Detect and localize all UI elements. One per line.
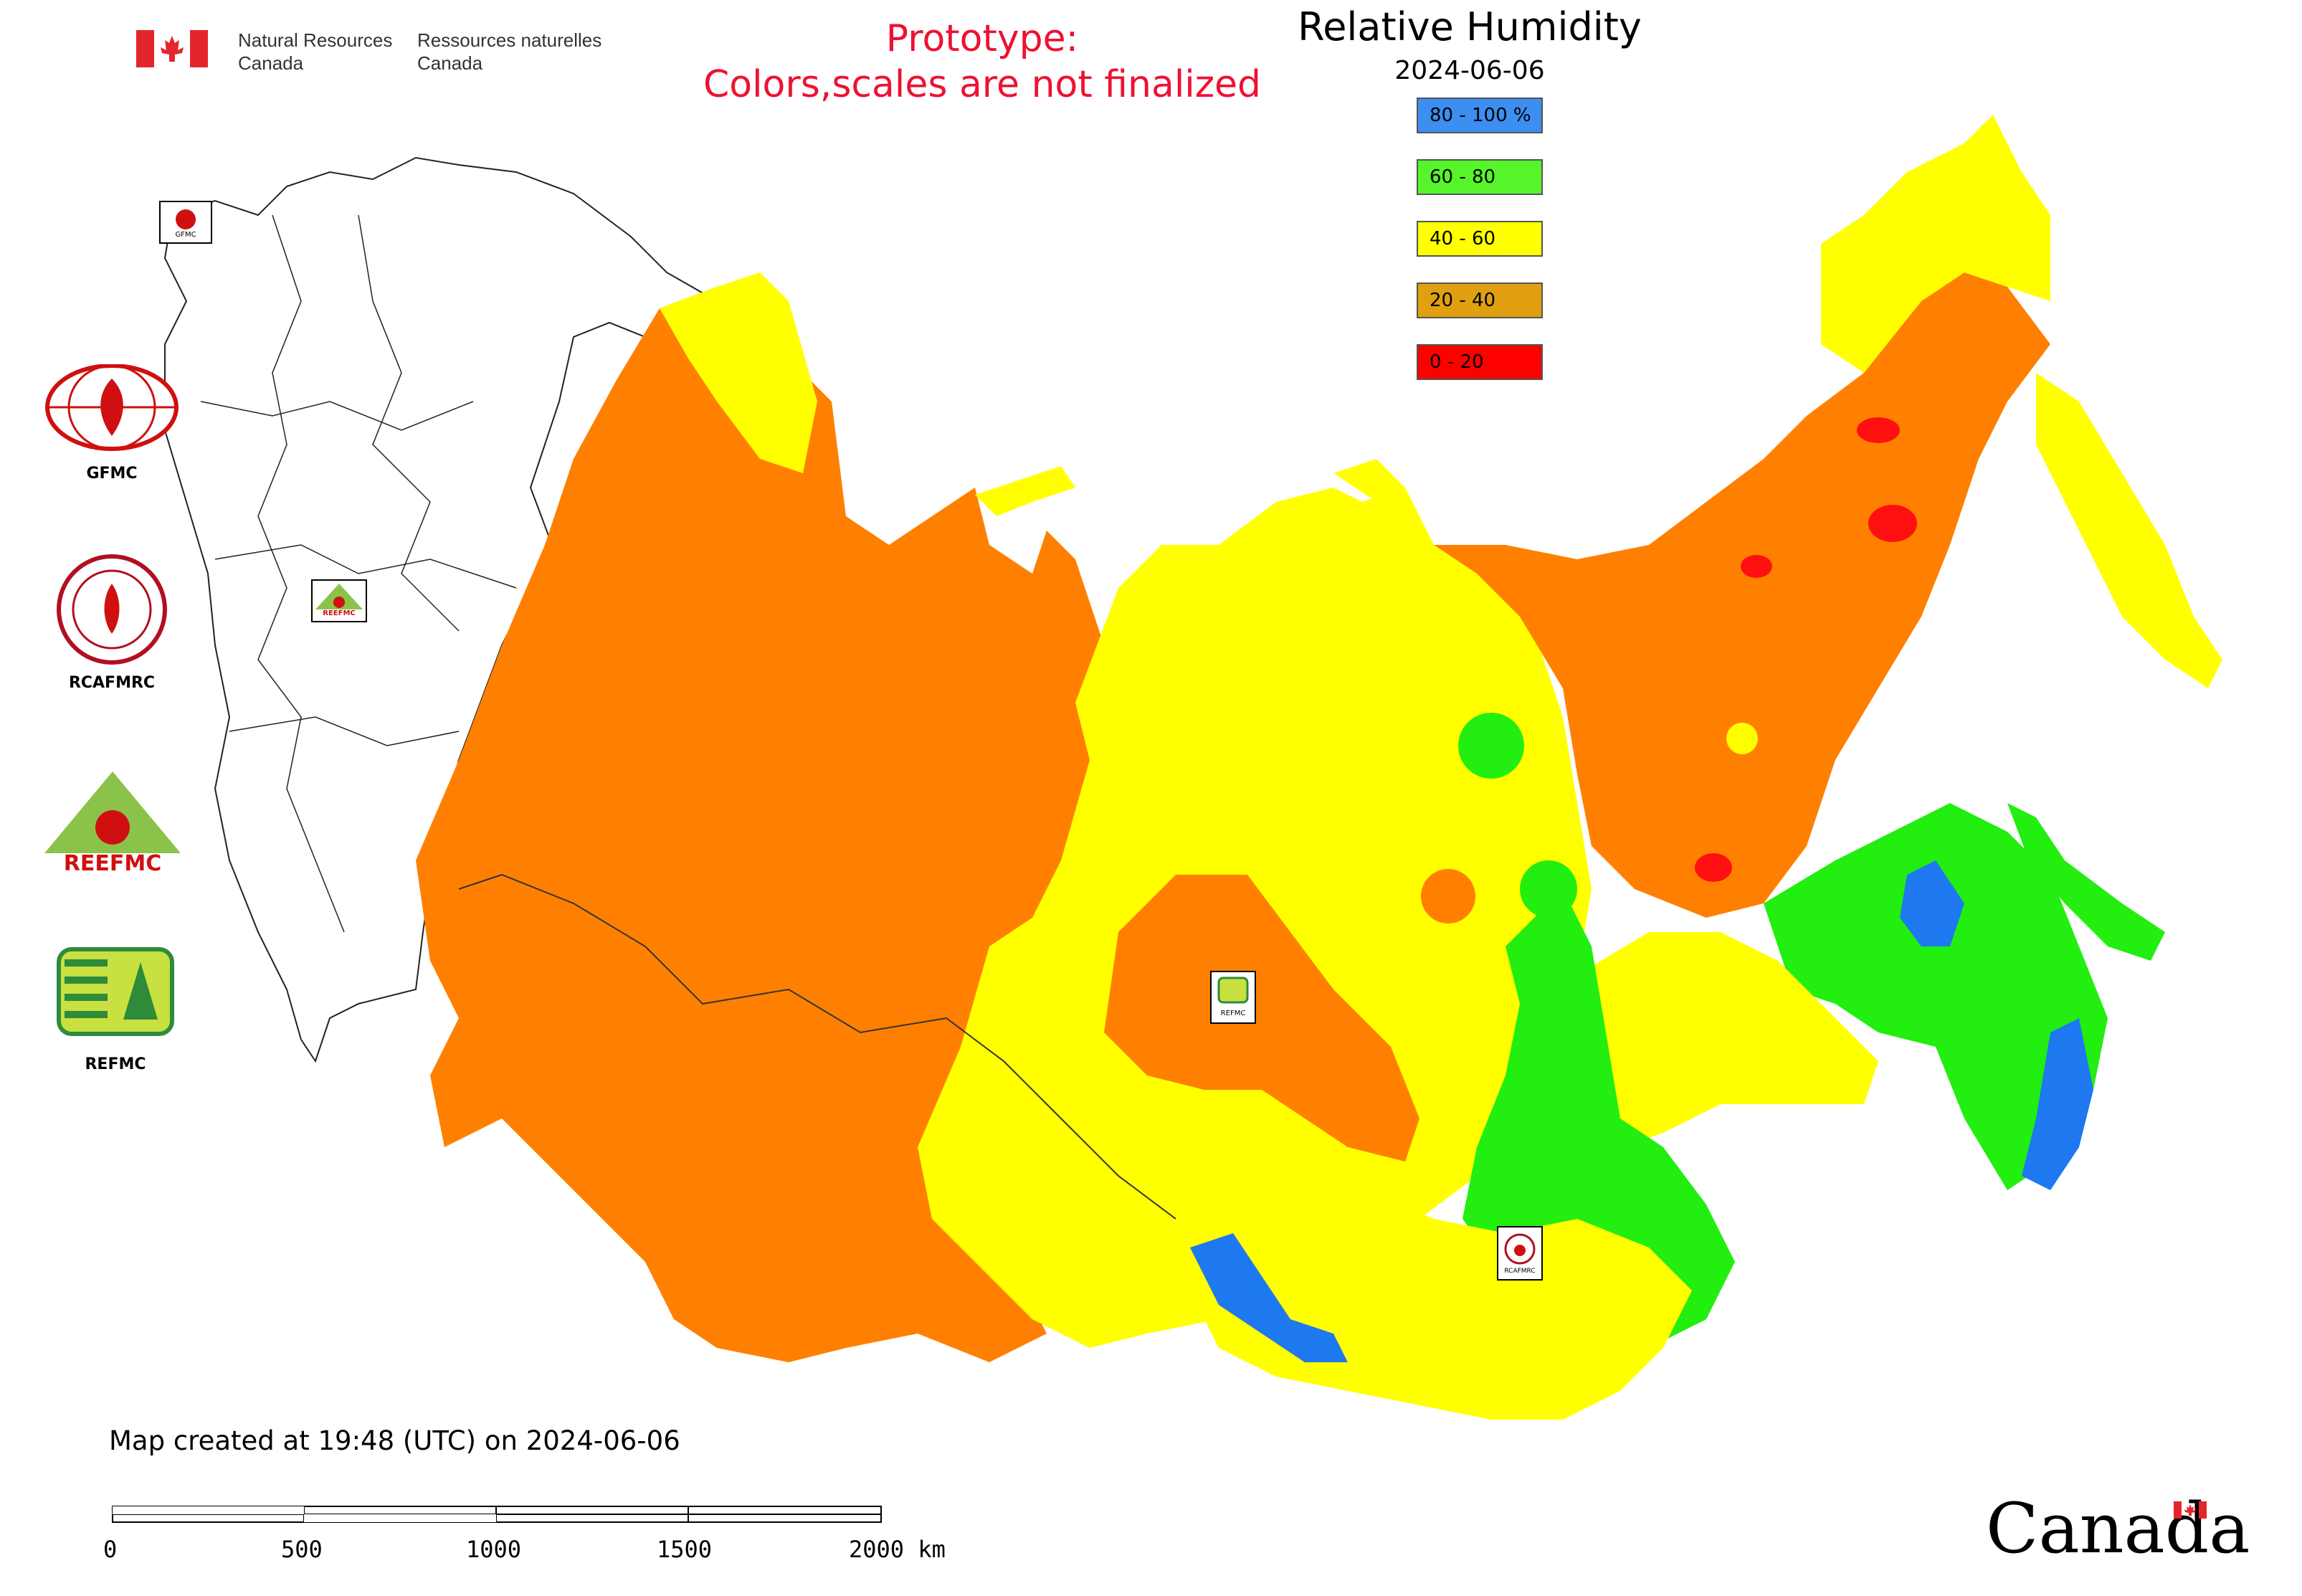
logo-reefmc: REEFMC <box>37 767 188 878</box>
region-blue-fareast <box>2022 1018 2093 1190</box>
canada-wordmark-text: Canada <box>1986 1488 2250 1569</box>
legend-item-40-60: 40 - 60 <box>1417 221 1543 257</box>
marker-reefmc: REEFMC <box>311 579 367 622</box>
reefmc-emblem-icon: REEFMC <box>44 771 181 876</box>
gfmc-emblem-icon <box>45 364 179 451</box>
canada-wordmark: Canada <box>1986 1488 2250 1569</box>
island-yellow-2 <box>1333 459 1405 502</box>
legend-item-80-100: 80 - 100 % <box>1417 98 1543 133</box>
prototype-line1: Prototype: <box>885 17 1079 60</box>
marker-rcafmrc: RCAFMRC <box>1497 1226 1543 1281</box>
prototype-line2: Colors,scales are not finalized <box>703 63 1262 106</box>
region-green-southeast <box>1764 803 2108 1190</box>
scale-label-2000: 2000 km <box>849 1536 946 1563</box>
agency-name-fr: Ressources naturelles Canada <box>417 29 602 74</box>
hotspot-red-3 <box>1741 555 1772 578</box>
map-created-text: Map created at 19:48 (UTC) on 2024-06-06 <box>109 1425 680 1456</box>
map-title: Relative Humidity <box>1298 4 1642 49</box>
scale-label-1000: 1000 <box>466 1536 522 1563</box>
hotspot-red-4 <box>1695 853 1732 882</box>
refmc-emblem-icon <box>57 947 174 1036</box>
region-blue-amur <box>1900 860 1964 946</box>
region-yellow-kamchatka <box>2036 373 2222 688</box>
region-yellow-kola <box>660 272 817 473</box>
legend-item-60-80: 60 - 80 <box>1417 159 1543 195</box>
scale-label-0: 0 <box>103 1536 118 1563</box>
prototype-notice: Prototype: Colors,scales are not finaliz… <box>674 16 1290 108</box>
patch-orange-1 <box>1421 869 1475 923</box>
wordmark-flag-icon <box>2174 1501 2207 1519</box>
border-line <box>458 873 1176 1220</box>
hotspot-red-1 <box>1857 417 1900 443</box>
island-yellow-1 <box>975 466 1075 516</box>
logo-rcafmrc: RCAFMRC <box>40 552 184 692</box>
logo-refmc-label: REFMC <box>85 1055 146 1073</box>
hotspot-red-2 <box>1868 505 1917 542</box>
scale-label-1500: 1500 <box>657 1536 713 1563</box>
region-orange-central <box>1104 875 1419 1162</box>
scale-label-500: 500 <box>281 1536 323 1563</box>
legend-item-0-20: 0 - 20 <box>1417 344 1543 380</box>
legend-item-20-40: 20 - 40 <box>1417 282 1543 318</box>
canada-flag-icon <box>136 30 208 70</box>
logo-gfmc: GFMC <box>40 364 184 483</box>
rcafmrc-emblem-icon <box>57 554 167 665</box>
patch-yellow-1 <box>1726 723 1758 754</box>
marker-refmc: REFMC <box>1210 971 1256 1024</box>
patch-green-1 <box>1458 713 1524 779</box>
legend: 80 - 100 % 60 - 80 40 - 60 20 - 40 0 - 2… <box>1417 98 1546 384</box>
region-yellow-northeast <box>1821 115 2050 373</box>
agency-name-en: Natural Resources Canada <box>238 29 393 74</box>
map-date: 2024-06-06 <box>1394 56 1545 85</box>
logo-rcafmrc-label: RCAFMRC <box>68 674 156 692</box>
logo-gfmc-label: GFMC <box>86 465 138 483</box>
region-green-sakhalin <box>2007 803 2165 961</box>
scale-bar <box>112 1506 882 1523</box>
region-yellow-southeast <box>1563 932 1878 1147</box>
marker-gfmc: GFMC <box>159 201 212 244</box>
svg-text:REEFMC: REEFMC <box>64 851 161 875</box>
region-blue-altai <box>1190 1233 1348 1362</box>
logo-refmc: REFMC <box>54 945 176 1073</box>
patch-green-2 <box>1520 860 1577 918</box>
